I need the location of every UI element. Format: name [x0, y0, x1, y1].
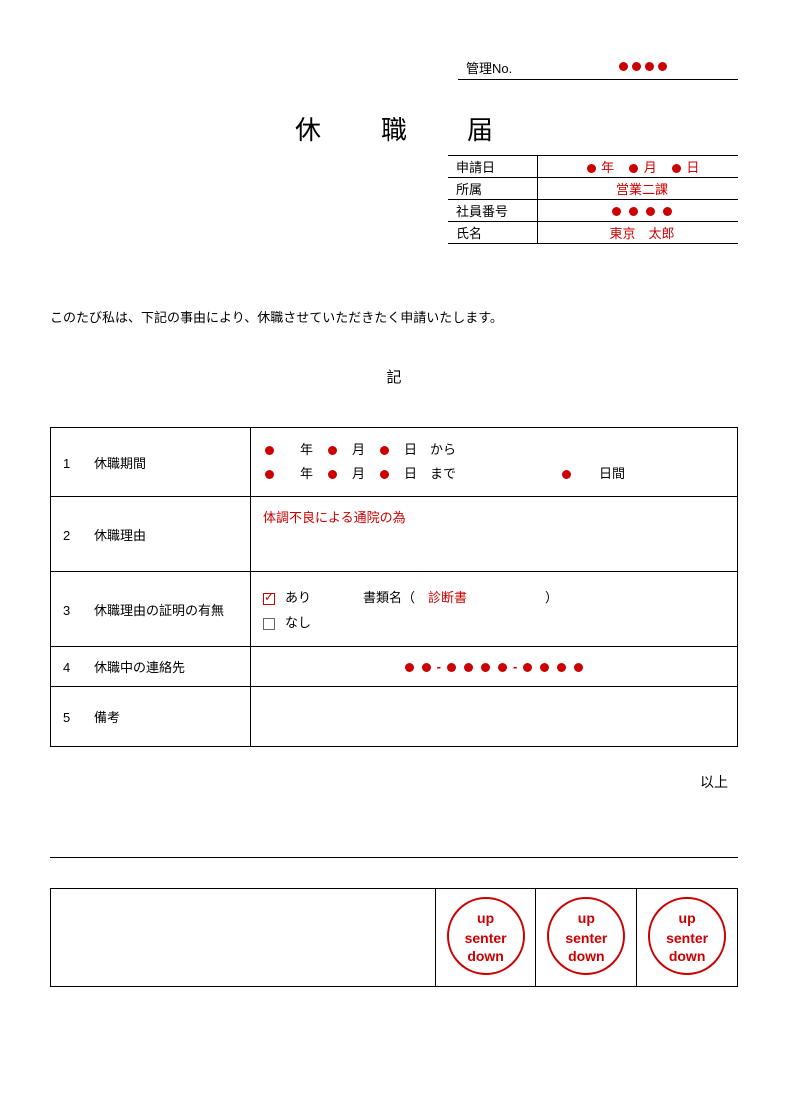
row-label-cell: 4 休職中の連絡先 — [51, 647, 251, 687]
detail-row: 2 休職理由体調不良による通院の為 — [51, 497, 738, 572]
main-details-table: 1 休職期間年 月 日 から年 月 日 まで 日間2 休職理由体調不良による通院… — [50, 427, 738, 747]
detail-row: 5 備考 — [51, 687, 738, 747]
row-value-cell: あり 書類名（ 診断書 ）なし — [251, 572, 738, 647]
stamp-line-down: down — [549, 949, 623, 963]
row-label-cell: 1 休職期間 — [51, 428, 251, 497]
approval-stamp: up senter down — [447, 897, 525, 975]
kanri-value — [548, 58, 738, 77]
info-row: 所属営業二課 — [448, 178, 738, 200]
row-label-cell: 5 備考 — [51, 687, 251, 747]
detail-row: 4 休職中の連絡先-- — [51, 647, 738, 687]
info-row: 氏名東京 太郎 — [448, 222, 738, 244]
header-kanri: 管理No. — [458, 58, 738, 80]
detail-row: 1 休職期間年 月 日 から年 月 日 まで 日間 — [51, 428, 738, 497]
row-label-cell: 2 休職理由 — [51, 497, 251, 572]
section-divider — [50, 857, 738, 858]
info-value: 年 月 日 — [538, 157, 738, 176]
stamp-line-mid: senter — [549, 931, 623, 945]
stamp-line-up: up — [549, 911, 623, 925]
stamp-line-down: down — [650, 949, 724, 963]
info-label: 所属 — [448, 178, 538, 199]
ki-marker: 記 — [50, 366, 738, 387]
info-label: 氏名 — [448, 222, 538, 243]
intro-text: このたび私は、下記の事由により、休職させていただきたく申請いたします。 — [50, 307, 738, 326]
row-label-cell: 3 休職理由の証明の有無 — [51, 572, 251, 647]
approval-stamp-table: up senter down up senter down up senter down — [50, 888, 738, 987]
document-title: 休職届 — [50, 110, 738, 147]
approval-stamp: up senter down — [648, 897, 726, 975]
info-row: 申請日 年 月 日 — [448, 156, 738, 178]
stamp-line-down: down — [449, 949, 523, 963]
info-row: 社員番号 — [448, 200, 738, 222]
info-value — [538, 203, 738, 218]
applicant-info-table: 申請日 年 月 日所属営業二課社員番号氏名東京 太郎 — [448, 155, 738, 244]
info-label: 社員番号 — [448, 200, 538, 221]
checkbox-no[interactable] — [263, 618, 275, 630]
info-label: 申請日 — [448, 156, 538, 177]
info-value: 営業二課 — [538, 179, 738, 198]
row-value-cell — [251, 687, 738, 747]
row-value-cell: 体調不良による通院の為 — [251, 497, 738, 572]
stamp-cell: up senter down — [637, 889, 738, 987]
stamp-line-up: up — [650, 911, 724, 925]
row-value-cell: 年 月 日 から年 月 日 まで 日間 — [251, 428, 738, 497]
stamp-line-mid: senter — [449, 931, 523, 945]
stamp-comment-cell — [51, 889, 436, 987]
row-value-cell: -- — [251, 647, 738, 687]
stamp-line-mid: senter — [650, 931, 724, 945]
stamp-cell: up senter down — [536, 889, 637, 987]
stamp-line-up: up — [449, 911, 523, 925]
approval-stamp: up senter down — [547, 897, 625, 975]
stamp-cell: up senter down — [435, 889, 536, 987]
closing-ijo: 以上 — [50, 772, 738, 792]
kanri-label: 管理No. — [458, 58, 548, 77]
detail-row: 3 休職理由の証明の有無あり 書類名（ 診断書 ）なし — [51, 572, 738, 647]
info-value: 東京 太郎 — [538, 223, 738, 242]
checkbox-yes[interactable] — [263, 593, 275, 605]
